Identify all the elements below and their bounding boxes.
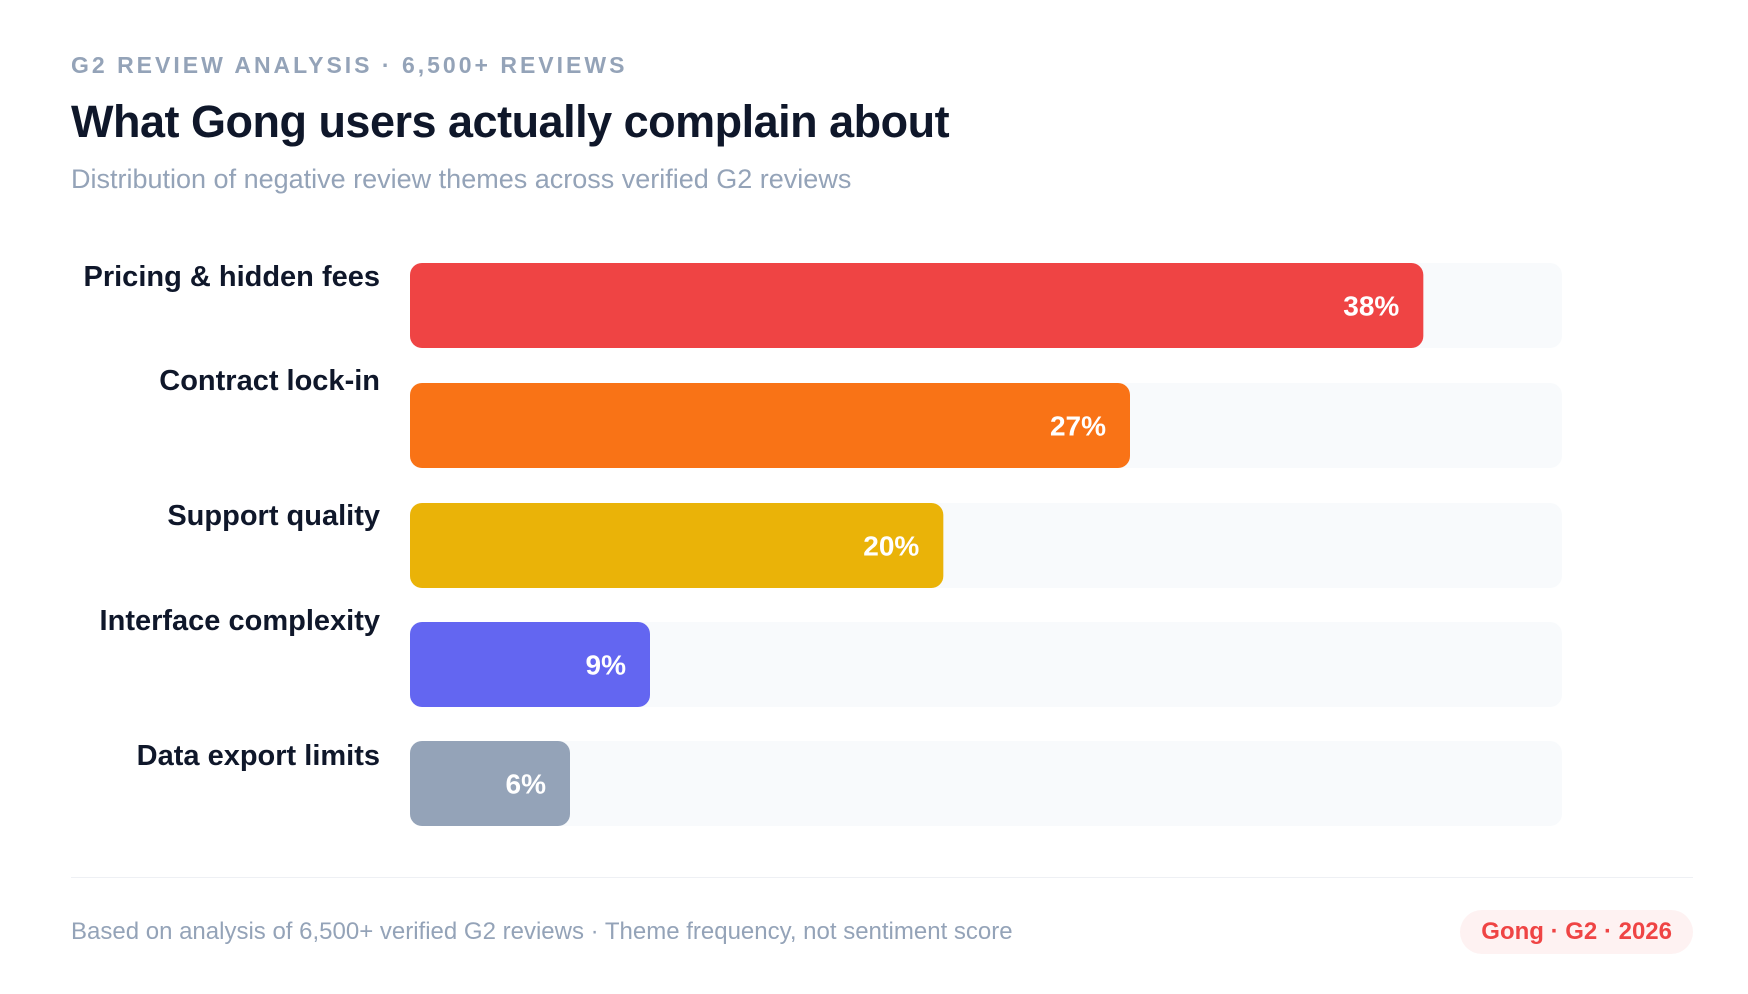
source-badge: Gong · G2 · 2026 — [1460, 910, 1693, 954]
category-label: Contract lock-in — [159, 365, 380, 397]
value-label: 27% — [1050, 411, 1106, 442]
chart-title: What Gong users actually complain about — [71, 96, 950, 147]
eyebrow-label: G2 REVIEW ANALYSIS · 6,500+ REVIEWS — [71, 52, 628, 78]
bar — [410, 741, 570, 826]
bar-chart: Pricing & hidden fees 38% Contract lock-in… — [83, 261, 1562, 826]
chart-subtitle: Distribution of negative review themes a… — [71, 164, 852, 194]
bar — [410, 383, 1130, 468]
bar — [410, 622, 650, 707]
category-label: Data export limits — [137, 740, 380, 772]
bar — [410, 263, 1424, 348]
footnote: Based on analysis of 6,500+ verified G2 … — [71, 918, 1013, 945]
category-label: Interface complexity — [100, 605, 380, 637]
value-label: 9% — [586, 650, 627, 681]
bar-track — [410, 622, 1562, 707]
bar — [410, 503, 944, 588]
value-label: 6% — [506, 769, 547, 800]
category-label: Support quality — [167, 500, 380, 532]
value-label: 38% — [1343, 291, 1399, 322]
category-label: Pricing & hidden fees — [84, 261, 381, 293]
value-label: 20% — [863, 531, 919, 562]
bar-track — [410, 741, 1562, 826]
footer-divider — [71, 877, 1693, 878]
